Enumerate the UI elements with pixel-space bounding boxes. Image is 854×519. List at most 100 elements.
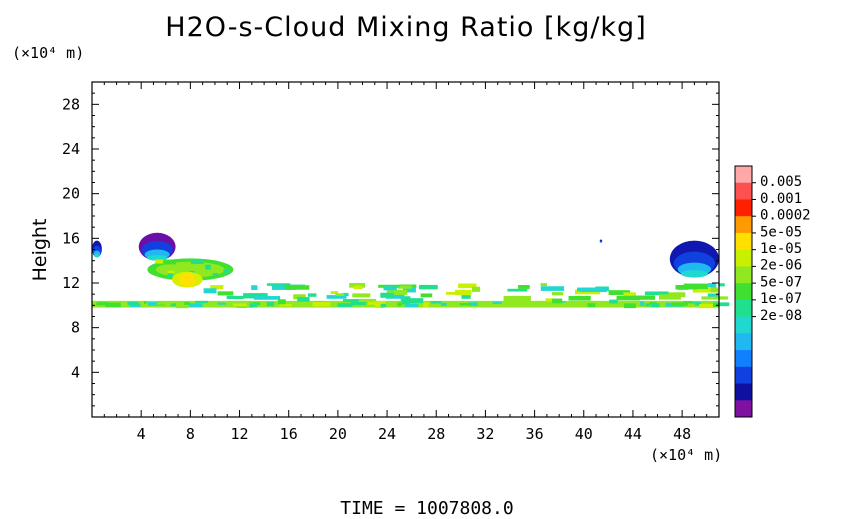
cloud-cell: [403, 287, 416, 293]
cloud-cell: [503, 295, 531, 302]
cloud-cell: [692, 288, 719, 293]
colorbar-swatch: [735, 232, 752, 251]
cloud-cell: [285, 285, 310, 290]
cloud-cell: [400, 296, 411, 302]
x-tick-label: 12: [230, 425, 248, 443]
cloud-cell: [623, 292, 636, 298]
cloud-cell: [617, 302, 628, 306]
cloud-cell: [155, 259, 164, 264]
y-tick-label: 24: [62, 140, 80, 158]
cloud-cell: [551, 292, 564, 296]
cloud-cell: [402, 298, 424, 304]
cloud-cell: [633, 295, 656, 300]
cloud-cell: [708, 283, 717, 288]
colorbar-swatch: [735, 400, 752, 418]
cloud-cell: [212, 273, 218, 276]
cloud-cell: [253, 296, 281, 300]
x-tick-label: 16: [280, 425, 298, 443]
cloud-cell: [342, 292, 349, 297]
cloud-cell: [671, 302, 688, 306]
cloud-cell: [226, 295, 244, 300]
cloud-cell: [179, 272, 195, 287]
y-axis-label: Height: [29, 218, 51, 282]
y-tick-label: 28: [62, 95, 80, 113]
cloud-cell: [266, 283, 291, 286]
cloud-cell: [680, 270, 709, 278]
colorbar-swatch: [735, 182, 752, 200]
cloud-cell: [96, 302, 109, 306]
colorbar-swatch: [735, 366, 752, 384]
colorbar-frame: [734, 165, 753, 418]
x-tick-label: 44: [624, 425, 642, 443]
x-tick-label: 48: [673, 425, 691, 443]
cloud-cell: [675, 284, 698, 290]
cloud-cell: [177, 266, 183, 272]
colorbar-swatch: [735, 266, 752, 284]
time-label: TIME = 1007808.0: [340, 498, 514, 519]
cloud-cell: [105, 302, 121, 308]
cloud-cell: [375, 303, 384, 309]
cloud-cell: [608, 290, 631, 295]
cloud-cell: [587, 303, 596, 307]
cloud-cell: [277, 299, 286, 305]
colorbar-swatch: [735, 299, 752, 317]
cloud-cell: [147, 301, 158, 306]
x-tick-label: 4: [137, 425, 146, 443]
cloud-cell: [223, 268, 230, 273]
cloud-cell: [535, 300, 543, 304]
cloud-cell: [285, 301, 297, 306]
cloud-cell: [217, 302, 226, 305]
cloud-cell: [616, 295, 641, 301]
cloud-cell: [420, 293, 433, 298]
cloud-cell: [540, 286, 565, 291]
cloud-cell: [326, 295, 347, 299]
colorbar-swatch: [735, 249, 752, 267]
cloud-cell: [386, 289, 408, 295]
cloud-cell: [167, 270, 175, 274]
x-axis-unit: (×10⁴ m): [650, 446, 723, 464]
colorbar-swatch: [735, 216, 752, 234]
cloud-cell: [713, 302, 730, 307]
cloud-cell: [430, 301, 442, 304]
cloud-cell: [683, 301, 693, 304]
cloud-cell: [659, 294, 681, 300]
x-tick-label: 32: [476, 425, 494, 443]
cloud-cell: [397, 302, 402, 307]
cloud-cell: [271, 285, 297, 290]
cloud-cell: [243, 293, 268, 299]
cloud-cell: [297, 297, 310, 302]
x-tick-label: 28: [427, 425, 445, 443]
cloud-cell: [330, 291, 339, 294]
cloud-cell: [552, 298, 563, 304]
colorbar-swatch: [735, 350, 752, 368]
x-tick-label: 8: [186, 425, 195, 443]
colorbar-swatch: [735, 199, 752, 217]
cloud-cell: [350, 301, 367, 306]
cloud-cell: [536, 304, 550, 308]
cloud-cell: [404, 303, 419, 308]
cloud-cell: [378, 284, 400, 288]
cloud-cell: [312, 302, 331, 307]
y-tick-label: 12: [62, 274, 80, 292]
cloud-cell: [176, 303, 189, 309]
cloud-cell: [339, 303, 347, 307]
y-axis-unit: (×10⁴ m): [12, 44, 85, 62]
cloud-cell: [644, 291, 669, 296]
cloud-cell: [461, 293, 471, 299]
cloud-cell: [249, 303, 258, 308]
plot-frame: [91, 81, 720, 418]
x-tick-label: 20: [329, 425, 347, 443]
cloud-cell: [568, 295, 591, 301]
cloud-cell: [545, 298, 554, 302]
cloud-cell: [232, 303, 247, 307]
cloud-cell: [335, 293, 345, 296]
cloud-cell: [609, 299, 618, 304]
cloud-cell: [600, 242, 602, 243]
cloud-cell: [146, 255, 168, 261]
cloud-cell: [353, 285, 363, 290]
cloud-cell: [685, 303, 695, 306]
cloud-cell: [492, 301, 502, 304]
cloud-cell: [167, 273, 174, 278]
y-tick-label: 16: [62, 229, 80, 247]
